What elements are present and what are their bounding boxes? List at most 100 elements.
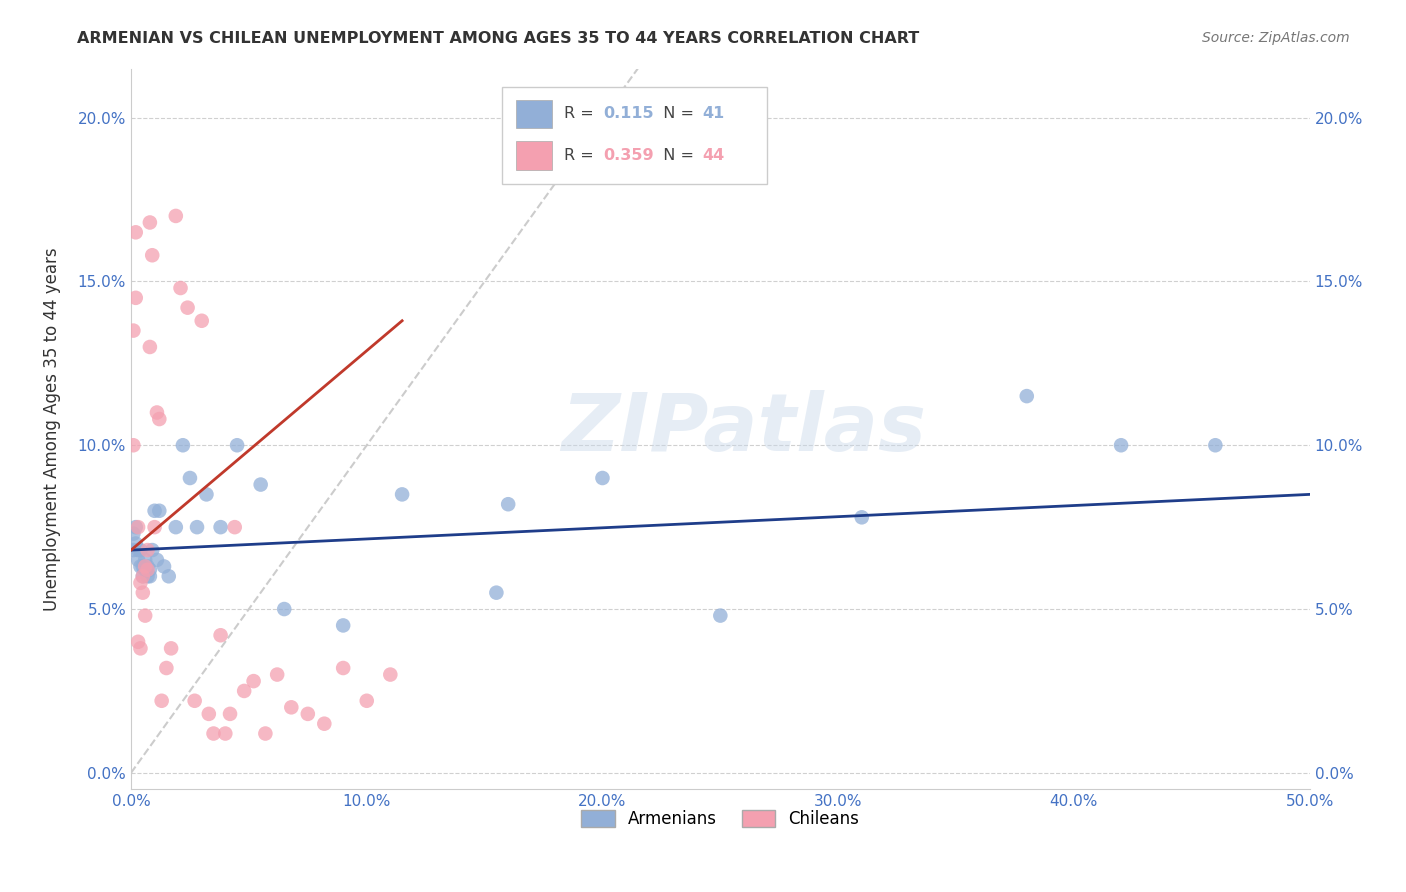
Point [132, 585, 155, 599]
Point [139, 569, 162, 583]
Point [146, 405, 169, 419]
Point [485, 585, 508, 599]
Point [146, 553, 169, 567]
FancyBboxPatch shape [516, 100, 551, 128]
Point [391, 487, 413, 501]
Text: ARMENIAN VS CHILEAN UNEMPLOYMENT AMONG AGES 35 TO 44 YEARS CORRELATION CHART: ARMENIAN VS CHILEAN UNEMPLOYMENT AMONG A… [77, 31, 920, 46]
Text: N =: N = [654, 148, 699, 163]
Y-axis label: Unemployment Among Ages 35 to 44 years: Unemployment Among Ages 35 to 44 years [44, 247, 60, 611]
Point [136, 543, 159, 558]
Point [186, 520, 208, 534]
Point [183, 694, 205, 708]
Point [242, 674, 264, 689]
Point [157, 569, 180, 583]
Point [198, 706, 221, 721]
Point [141, 543, 163, 558]
Point [254, 726, 277, 740]
Point [224, 520, 246, 534]
Point [160, 641, 183, 656]
Point [280, 700, 302, 714]
Point [190, 314, 212, 328]
Point [129, 575, 152, 590]
Point [122, 438, 145, 452]
Point [496, 497, 519, 511]
Point [125, 291, 148, 305]
Point [1015, 389, 1038, 403]
Text: R =: R = [564, 106, 599, 121]
Point [226, 438, 249, 452]
Point [129, 559, 152, 574]
Text: 0.359: 0.359 [603, 148, 654, 163]
Point [380, 667, 402, 681]
Point [132, 569, 155, 583]
Text: N =: N = [654, 106, 699, 121]
FancyBboxPatch shape [516, 141, 551, 170]
Point [1204, 438, 1226, 452]
Point [179, 471, 201, 485]
Point [169, 281, 191, 295]
Point [709, 608, 731, 623]
Point [165, 209, 187, 223]
Point [155, 661, 177, 675]
Text: Source: ZipAtlas.com: Source: ZipAtlas.com [1202, 31, 1350, 45]
Point [1109, 438, 1132, 452]
Point [150, 694, 173, 708]
Point [176, 301, 198, 315]
Point [332, 618, 354, 632]
Point [592, 471, 614, 485]
Point [139, 215, 162, 229]
Point [143, 504, 166, 518]
Point [148, 412, 170, 426]
Point [214, 726, 236, 740]
Point [127, 543, 149, 558]
FancyBboxPatch shape [502, 87, 768, 184]
Text: 0.115: 0.115 [603, 106, 654, 121]
Text: R =: R = [564, 148, 599, 163]
Point [134, 563, 156, 577]
Point [134, 553, 156, 567]
Point [139, 563, 162, 577]
Point [136, 559, 159, 574]
Point [136, 569, 159, 583]
Point [153, 559, 176, 574]
Point [122, 526, 145, 541]
Point [172, 438, 194, 452]
Point [233, 684, 256, 698]
Point [125, 225, 148, 239]
Text: 44: 44 [703, 148, 725, 163]
Point [209, 628, 232, 642]
Point [125, 520, 148, 534]
Point [314, 716, 336, 731]
Point [132, 569, 155, 583]
Point [129, 641, 152, 656]
Text: 41: 41 [703, 106, 725, 121]
Point [143, 520, 166, 534]
Point [125, 536, 148, 550]
Legend: Armenians, Chileans: Armenians, Chileans [575, 804, 866, 835]
Point [209, 520, 232, 534]
Point [122, 324, 145, 338]
Point [134, 608, 156, 623]
Point [139, 340, 162, 354]
Point [332, 661, 354, 675]
Point [122, 543, 145, 558]
Point [134, 559, 156, 574]
Point [851, 510, 873, 524]
Point [219, 706, 242, 721]
Point [127, 520, 149, 534]
Point [141, 248, 163, 262]
Point [273, 602, 295, 616]
Point [297, 706, 319, 721]
Text: ZIPatlas: ZIPatlas [561, 390, 927, 468]
Point [148, 504, 170, 518]
Point [356, 694, 378, 708]
Point [266, 667, 288, 681]
Point [165, 520, 187, 534]
Point [249, 477, 271, 491]
Point [127, 635, 149, 649]
Point [202, 726, 225, 740]
Point [127, 553, 149, 567]
Point [129, 543, 152, 558]
Point [132, 559, 155, 574]
Point [195, 487, 218, 501]
